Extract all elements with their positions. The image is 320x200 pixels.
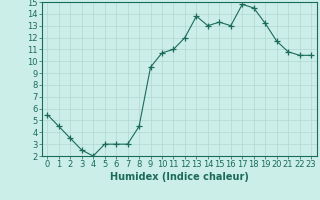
X-axis label: Humidex (Indice chaleur): Humidex (Indice chaleur) <box>110 172 249 182</box>
